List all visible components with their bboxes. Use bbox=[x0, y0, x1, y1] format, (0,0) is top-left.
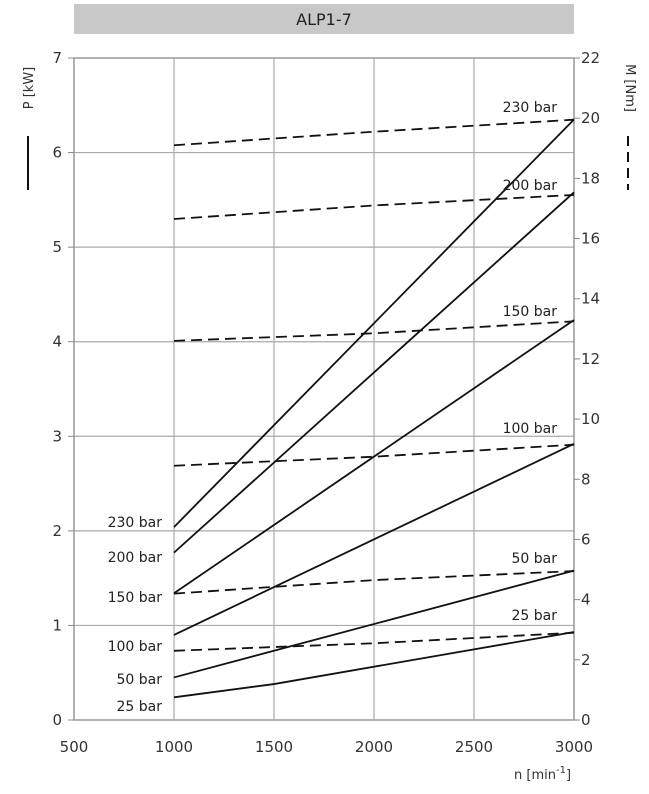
y-left-tick-label: 0 bbox=[52, 711, 62, 729]
left-curve-label: 50 bar bbox=[117, 672, 163, 688]
series-group bbox=[173, 118, 575, 699]
left-curve-label: 200 bar bbox=[108, 550, 163, 566]
chart-title: ALP1-7 bbox=[296, 10, 352, 29]
torque-line bbox=[173, 443, 575, 467]
y-left-tick-label: 5 bbox=[52, 238, 62, 256]
left-curve-label: 150 bar bbox=[108, 590, 163, 606]
x-axis-title: n [min-1] bbox=[514, 765, 571, 783]
x-axis-title-close: ] bbox=[566, 768, 571, 783]
y-right-tick-label: 0 bbox=[581, 711, 591, 729]
y-left-tick-label: 6 bbox=[52, 144, 62, 162]
y-right-tick-label: 2 bbox=[581, 651, 591, 669]
torque-line bbox=[173, 320, 575, 342]
left-curve-label: 100 bar bbox=[108, 639, 163, 655]
x-tick-label: 2500 bbox=[455, 738, 493, 756]
y-left-tick-label: 3 bbox=[52, 427, 62, 445]
left-curve-label: 25 bar bbox=[117, 699, 163, 715]
y-axis-right-title: M [Nm] bbox=[622, 64, 637, 112]
grid bbox=[74, 58, 574, 720]
x-tick-label: 1000 bbox=[155, 738, 193, 756]
y-left-tick-label: 4 bbox=[52, 333, 62, 351]
y-right-tick-label: 6 bbox=[581, 530, 591, 548]
x-tick-label: 2000 bbox=[355, 738, 393, 756]
y-left-tick-label: 1 bbox=[52, 616, 62, 634]
torque-line bbox=[173, 570, 575, 595]
y-right-tick-label: 8 bbox=[581, 470, 591, 488]
left-curve-label: 230 bar bbox=[108, 515, 163, 531]
torque-line bbox=[173, 631, 575, 652]
right-curve-label: 230 bar bbox=[503, 100, 558, 116]
y-left-tick-label: 2 bbox=[52, 522, 62, 540]
power-line bbox=[173, 569, 575, 679]
power-line bbox=[173, 118, 575, 528]
y-right-tick-label: 4 bbox=[581, 591, 591, 609]
y-right-tick-label: 18 bbox=[581, 169, 600, 187]
y-right-tick-label: 12 bbox=[581, 350, 600, 368]
x-axis: 500 1000 1500 2000 2500 3000 bbox=[60, 738, 593, 756]
y-axis-left-title: P [kW] bbox=[22, 67, 37, 110]
x-axis-title-main: n [min bbox=[514, 768, 556, 783]
title-bar bbox=[74, 4, 574, 34]
curve-labels: 230 bar 200 bar 150 bar 100 bar 50 bar 25 bar… bbox=[108, 100, 558, 715]
torque-line bbox=[173, 194, 575, 220]
power-line bbox=[173, 319, 575, 595]
y-right-tick-label: 22 bbox=[581, 49, 600, 67]
x-tick-label: 1500 bbox=[255, 738, 293, 756]
right-curve-label: 25 bar bbox=[512, 608, 558, 624]
x-tick-label: 3000 bbox=[555, 738, 593, 756]
x-axis-title-exponent: -1 bbox=[556, 765, 566, 776]
y-axis-right: 0 2 4 6 8 10 12 14 16 18 20 22 bbox=[574, 49, 600, 729]
x-tick-label: 500 bbox=[60, 738, 89, 756]
y-right-tick-label: 20 bbox=[581, 109, 600, 127]
y-left-tick-label: 7 bbox=[52, 49, 62, 67]
y-axis-left: 0 1 2 3 4 5 6 7 bbox=[52, 49, 74, 729]
y-right-tick-label: 14 bbox=[581, 290, 600, 308]
right-curve-label: 50 bar bbox=[512, 551, 558, 567]
plot-frame bbox=[73, 57, 575, 721]
y-right-tick-label: 16 bbox=[581, 230, 600, 248]
power-line bbox=[173, 443, 575, 636]
right-curve-label: 150 bar bbox=[503, 304, 558, 320]
power-line bbox=[173, 191, 575, 554]
right-curve-label: 100 bar bbox=[503, 421, 558, 437]
right-curve-label: 200 bar bbox=[503, 178, 558, 194]
y-right-tick-label: 10 bbox=[581, 410, 600, 428]
power-line bbox=[173, 631, 575, 699]
